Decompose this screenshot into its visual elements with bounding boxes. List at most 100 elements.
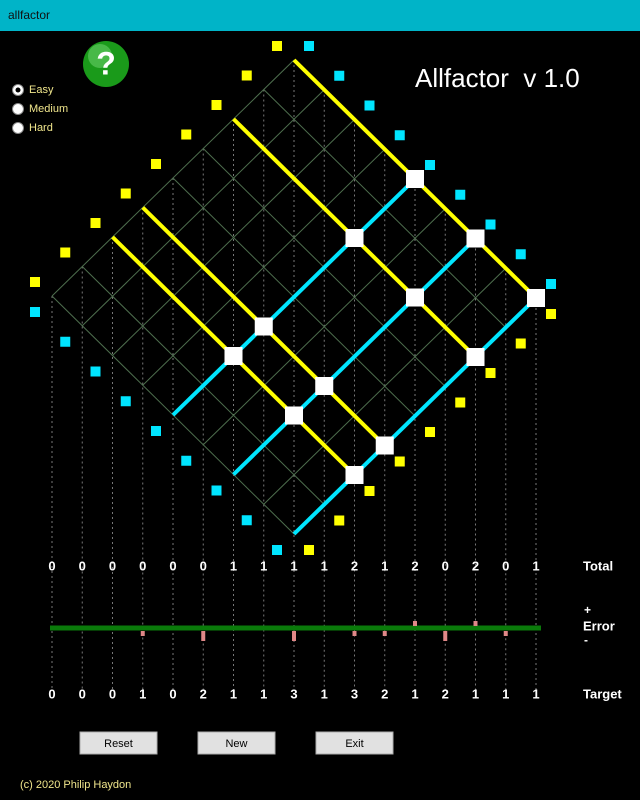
error-mark xyxy=(352,631,357,636)
bit-toggle[interactable] xyxy=(90,218,101,228)
bit-toggle[interactable] xyxy=(272,41,282,51)
bit-toggle[interactable] xyxy=(455,189,466,200)
target-value: 3 xyxy=(290,686,297,701)
target-value: 1 xyxy=(532,686,539,701)
game-title: Allfactor v 1.0 xyxy=(415,63,580,93)
total-value: 1 xyxy=(290,558,297,573)
bit-toggle[interactable] xyxy=(241,515,252,526)
error-mark xyxy=(382,631,387,636)
intersection xyxy=(527,289,545,307)
bit-toggle[interactable] xyxy=(425,160,435,170)
error-mark xyxy=(292,631,296,641)
radio-label[interactable]: Hard xyxy=(29,122,53,134)
radio-button[interactable] xyxy=(12,103,24,115)
bit-toggle[interactable] xyxy=(60,336,71,347)
error-minus: - xyxy=(584,633,588,647)
intersection xyxy=(466,229,485,248)
bit-toggle[interactable] xyxy=(151,426,161,436)
button[interactable] xyxy=(315,731,394,755)
target-value: 1 xyxy=(230,686,237,701)
target-value: 1 xyxy=(411,686,418,701)
radio-label[interactable]: Medium xyxy=(29,103,68,115)
bit-toggle[interactable] xyxy=(90,366,101,377)
total-value: 0 xyxy=(502,558,509,573)
button[interactable] xyxy=(79,731,158,755)
intersection xyxy=(345,466,364,484)
bit-toggle[interactable] xyxy=(364,486,375,496)
bit-toggle[interactable] xyxy=(394,456,405,467)
error-mark xyxy=(473,621,478,626)
bit-toggle[interactable] xyxy=(272,545,282,555)
window-title: allfactor xyxy=(8,8,50,22)
error-mark xyxy=(413,621,417,626)
bit-toggle[interactable] xyxy=(515,249,526,260)
radio-dot xyxy=(15,87,21,93)
bit-toggle[interactable] xyxy=(30,277,40,287)
bit-toggle[interactable] xyxy=(485,368,496,378)
target-value: 3 xyxy=(351,686,358,701)
button-label[interactable]: Reset xyxy=(104,738,133,750)
bit-toggle[interactable] xyxy=(334,70,345,81)
bit-toggle[interactable] xyxy=(181,455,192,466)
bit-toggle[interactable] xyxy=(211,100,222,110)
bit-toggle[interactable] xyxy=(394,130,405,141)
total-value: 2 xyxy=(472,558,479,573)
intersection xyxy=(406,170,424,188)
bit-toggle[interactable] xyxy=(425,427,435,437)
bit-toggle[interactable] xyxy=(241,70,252,81)
bit-toggle[interactable] xyxy=(304,545,314,555)
intersection xyxy=(224,347,243,365)
bit-toggle[interactable] xyxy=(546,279,556,289)
target-value: 0 xyxy=(169,686,176,701)
target-value: 1 xyxy=(139,686,146,701)
bit-toggle[interactable] xyxy=(151,159,161,169)
intersection xyxy=(406,288,424,307)
intersection xyxy=(466,348,485,366)
bit-toggle[interactable] xyxy=(181,129,192,140)
bit-toggle[interactable] xyxy=(364,100,375,111)
total-value: 1 xyxy=(230,558,237,573)
bit-toggle[interactable] xyxy=(334,515,345,526)
error-mark xyxy=(443,631,448,641)
button-label[interactable]: Exit xyxy=(345,738,363,750)
lattice-line xyxy=(202,208,446,446)
bit-toggle[interactable] xyxy=(485,219,496,230)
target-value: 1 xyxy=(260,686,267,701)
radio-label[interactable]: Easy xyxy=(29,84,54,96)
bit-toggle[interactable] xyxy=(120,188,131,199)
intersection xyxy=(315,377,334,395)
title-bar xyxy=(0,0,640,31)
target-value: 0 xyxy=(79,686,86,701)
target-value: 1 xyxy=(472,686,479,701)
error-mark xyxy=(140,631,145,636)
total-value: 0 xyxy=(169,558,176,573)
button[interactable] xyxy=(197,731,276,755)
bit-toggle[interactable] xyxy=(304,41,314,51)
bit-toggle[interactable] xyxy=(455,397,466,408)
target-value: 0 xyxy=(48,686,55,701)
radio-button[interactable] xyxy=(12,122,24,134)
total-value: 1 xyxy=(532,558,539,573)
total-value: 2 xyxy=(351,558,358,573)
bit-toggle[interactable] xyxy=(120,396,131,407)
footer: (c) 2020 Philip Haydon xyxy=(20,779,131,791)
total-value: 0 xyxy=(139,558,146,573)
error-mark xyxy=(503,631,508,636)
bit-toggle[interactable] xyxy=(515,338,526,349)
factor-line xyxy=(171,177,417,417)
bit-toggle[interactable] xyxy=(546,309,556,319)
bit-toggle[interactable] xyxy=(211,485,222,496)
help-icon[interactable]: ? xyxy=(96,45,116,81)
help-shine xyxy=(88,44,112,68)
target-value: 2 xyxy=(200,686,207,701)
error-plus: + xyxy=(584,603,591,617)
button-label[interactable]: New xyxy=(225,738,247,750)
error-label: Error xyxy=(583,618,615,633)
target-value: 1 xyxy=(321,686,328,701)
bit-toggle[interactable] xyxy=(30,307,40,317)
total-value: 0 xyxy=(442,558,449,573)
total-value: 1 xyxy=(260,558,267,573)
bit-toggle[interactable] xyxy=(60,247,71,258)
target-value: 1 xyxy=(502,686,509,701)
